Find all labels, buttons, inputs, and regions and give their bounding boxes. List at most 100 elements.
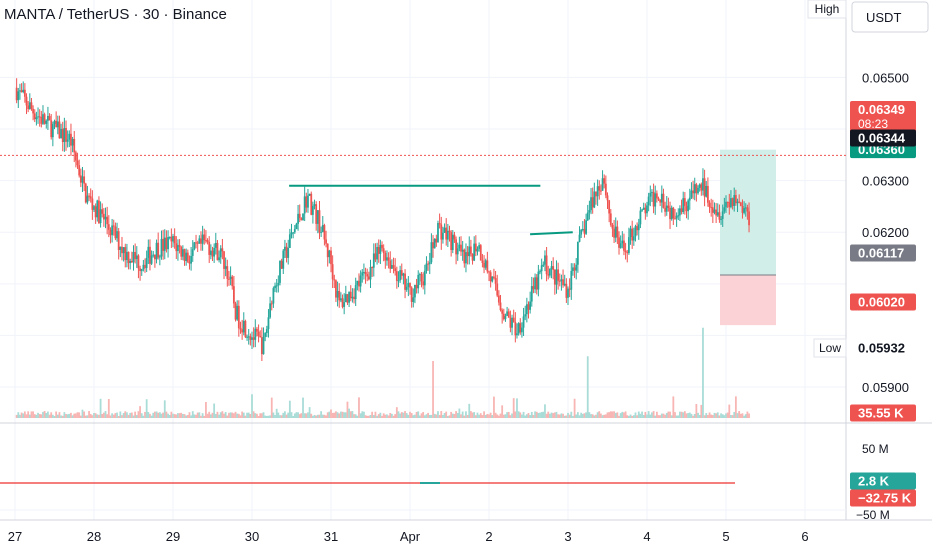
- volume-bar: [121, 415, 123, 418]
- volume-bar: [282, 412, 285, 418]
- candle-body: [33, 113, 36, 120]
- candle-body: [542, 264, 545, 266]
- volume-bar: [336, 412, 339, 418]
- candle-body: [137, 255, 140, 269]
- volume-bar: [168, 415, 171, 418]
- volume-bar: [361, 411, 364, 418]
- candle-body: [135, 255, 138, 260]
- volume-bar: [91, 415, 94, 418]
- volume-bar: [32, 411, 35, 418]
- candle-body: [679, 208, 681, 216]
- candle-body: [223, 251, 225, 269]
- volume-bar: [325, 415, 327, 418]
- volume-bar: [20, 412, 23, 418]
- volume-bar: [448, 415, 451, 418]
- candle-body: [145, 257, 148, 269]
- candle-body: [453, 234, 456, 240]
- volume-bar: [545, 413, 548, 418]
- volume-bar: [203, 415, 206, 418]
- volume-bar: [211, 412, 214, 418]
- volume-bar: [292, 415, 295, 418]
- volume-bar: [486, 413, 489, 418]
- candle-body: [205, 240, 207, 242]
- candle-body: [63, 128, 66, 143]
- volume-bar: [81, 409, 84, 418]
- candle-body: [646, 205, 648, 214]
- candle-body: [206, 240, 209, 242]
- candle-body: [511, 317, 513, 328]
- time-tick-label: 27: [8, 529, 22, 544]
- candle-body: [168, 236, 171, 238]
- drawn-support-line[interactable]: [530, 231, 573, 236]
- symbol-title[interactable]: MANTA / TetherUS · 30 · Binance: [4, 6, 227, 23]
- volume-bar: [228, 412, 230, 418]
- candle-body: [30, 102, 33, 109]
- volume-bar: [410, 413, 413, 418]
- volume-bar: [237, 413, 240, 418]
- candle-body: [427, 263, 430, 265]
- volume-bar: [532, 415, 535, 418]
- candle-body: [567, 288, 569, 298]
- candle-body: [504, 315, 507, 320]
- volume-bar: [183, 414, 186, 418]
- volume-bar: [214, 413, 217, 418]
- candle-body: [600, 190, 602, 192]
- volume-bar: [548, 413, 551, 418]
- volume-bar: [302, 397, 304, 418]
- volume-bar: [547, 411, 550, 418]
- volume-bar: [521, 414, 523, 418]
- candle-body: [466, 252, 469, 257]
- volume-bar: [351, 411, 354, 418]
- candle-body: [733, 195, 736, 206]
- candle-body: [418, 274, 421, 276]
- volume-bar: [491, 415, 494, 418]
- candle-body: [711, 207, 714, 213]
- volume-bar: [316, 414, 319, 418]
- volume-bar: [275, 408, 278, 418]
- candle-body: [583, 229, 586, 234]
- volume-bar: [343, 412, 346, 418]
- candle-body: [529, 301, 532, 310]
- candle-body: [93, 206, 95, 210]
- volume-bar: [153, 411, 156, 418]
- volume-bar: [507, 411, 510, 418]
- candle-body: [349, 291, 352, 299]
- candle-body: [71, 138, 74, 146]
- candle-body: [458, 244, 461, 249]
- volume-bar: [455, 411, 457, 418]
- volume-bar: [144, 411, 146, 418]
- candle-body: [713, 209, 716, 213]
- volume-bar: [693, 413, 696, 418]
- volume-bar: [267, 415, 270, 418]
- candle-body: [557, 269, 560, 281]
- currency-label[interactable]: USDT: [866, 10, 901, 25]
- currency-box[interactable]: [851, 1, 929, 33]
- volume-bar: [98, 414, 100, 418]
- candle-body: [330, 250, 332, 265]
- volume-bar: [372, 415, 375, 418]
- volume-bar: [366, 415, 369, 418]
- candle-body: [270, 303, 273, 305]
- volume-bar: [328, 411, 331, 418]
- volume-bar: [132, 415, 135, 418]
- candle-body: [354, 285, 357, 300]
- volume-bar: [443, 413, 446, 418]
- candle-body: [107, 224, 110, 230]
- candle-body: [96, 200, 99, 218]
- candle-body: [129, 261, 132, 264]
- candle-body: [165, 237, 168, 250]
- candle-body: [265, 329, 268, 334]
- osc-pos-badge: [850, 472, 916, 490]
- candle-body: [279, 260, 281, 283]
- candle-body: [443, 227, 446, 233]
- volume-bar: [690, 413, 693, 418]
- candle-body: [260, 337, 263, 355]
- volume-bar: [674, 412, 676, 418]
- stop-zone[interactable]: [720, 275, 776, 326]
- candle-body: [446, 230, 449, 240]
- target-zone[interactable]: [720, 149, 776, 276]
- candle-body: [158, 256, 161, 258]
- candle-body: [346, 294, 349, 303]
